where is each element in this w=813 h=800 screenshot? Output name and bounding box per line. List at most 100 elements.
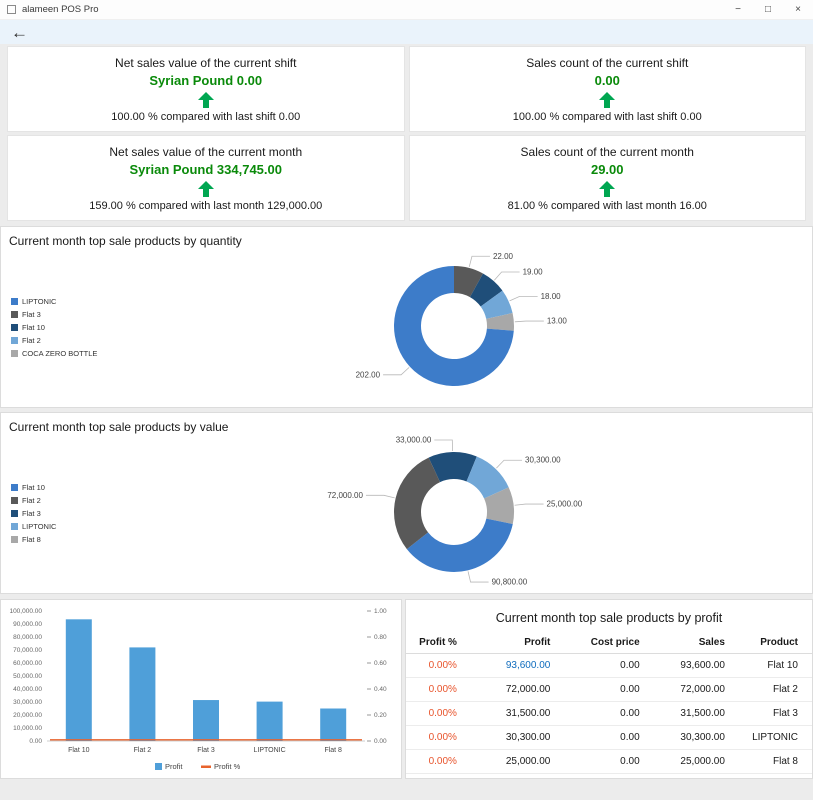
segment-label: 30,300.00 (525, 456, 561, 465)
donut-segment[interactable] (466, 456, 509, 499)
table-row[interactable]: 0.00% 25,000.00 0.00 25,000.00 Flat 8 (406, 749, 812, 774)
donut-segment[interactable] (469, 273, 503, 307)
legend-swatch-icon (201, 765, 211, 768)
legend-label: LIPTONIC (22, 296, 57, 306)
legend-item[interactable]: Flat 8 (11, 535, 169, 544)
table-cell: 25,000.00 (470, 749, 565, 774)
legend-swatch-icon (11, 349, 18, 357)
section-title-quantity: Current month top sale products by quant… (9, 234, 242, 248)
legend-item[interactable]: Flat 10 (11, 323, 169, 332)
legend-item[interactable]: Flat 10 (11, 483, 169, 492)
left-axis-tick-label: 100,000.00 (9, 608, 42, 615)
kpi-comparison: 159.00 % compared with last month 129,00… (89, 199, 323, 212)
segment-label: 202.00 (356, 370, 381, 379)
table-cell: 30,300.00 (653, 725, 739, 750)
legend-item[interactable]: LIPTONIC (11, 522, 169, 531)
legend-swatch-icon (11, 496, 18, 504)
app-icon (7, 5, 16, 14)
kpi-title: Net sales value of the current month (109, 145, 303, 159)
quantity-chart-legend: LIPTONIC Flat 3 Flat 10 Flat 2 COCA ZERO BOT… (1, 293, 169, 362)
quantity_donut-svg: 22.00 19.00 18.00 13.00 202.00 (356, 252, 567, 386)
quantity-donut-chart: 22.00 19.00 18.00 13.00 202.00 (169, 248, 812, 406)
column-header[interactable]: Sales (653, 632, 739, 654)
bar[interactable] (129, 647, 156, 741)
column-header[interactable]: Profit (470, 632, 565, 654)
segment-label: 72,000.00 (327, 491, 363, 500)
legend-label: Profit (165, 762, 183, 771)
table-header-row: Profit % Profit Cost price Sales Product (406, 632, 812, 654)
close-button[interactable]: × (795, 4, 801, 15)
legend-item[interactable]: Flat 3 (11, 509, 169, 518)
legend-item[interactable]: Flat 2 (11, 496, 169, 505)
table-row[interactable]: 0.00% 72,000.00 0.00 72,000.00 Flat 2 (406, 677, 812, 702)
kpi-title: Net sales value of the current shift (115, 56, 297, 70)
category-label: Flat 10 (68, 747, 90, 754)
segment-label: 25,000.00 (547, 500, 583, 509)
legend-label: Flat 2 (22, 495, 41, 505)
table-cell: Flat 10 (738, 653, 812, 678)
left-axis-tick-label: 40,000.00 (13, 686, 42, 693)
bar[interactable] (65, 619, 92, 741)
segment-label: 33,000.00 (396, 436, 432, 445)
column-header[interactable]: Cost price (564, 632, 654, 654)
donut-segment[interactable] (406, 518, 513, 572)
navigation-bar: ← (0, 20, 813, 44)
category-label: Flat 3 (197, 747, 215, 754)
legend-item[interactable]: COCA ZERO BOTTLE (11, 349, 169, 358)
table-cell: 0.00% (406, 749, 471, 774)
bar[interactable] (320, 708, 347, 742)
legend-swatch-icon (11, 323, 18, 331)
maximize-button[interactable]: □ (764, 4, 772, 15)
table-cell: 31,500.00 (653, 701, 739, 726)
table-row[interactable]: 0.00% 93,600.00 0.00 93,600.00 Flat 10 (406, 653, 812, 678)
legend-item[interactable]: Flat 2 (11, 336, 169, 345)
kpi-card-net-sales-shift: Net sales value of the current shift Syr… (7, 46, 405, 132)
donut-segment[interactable] (454, 266, 484, 298)
bar[interactable] (256, 701, 283, 741)
up-arrow-icon (197, 180, 214, 197)
donut-segment[interactable] (428, 452, 477, 483)
app-window: alameen POS Pro − □ × ← Net sales value … (0, 0, 813, 779)
legend-label: Flat 3 (22, 309, 41, 319)
table-cell: 0.00 (564, 677, 654, 702)
table-cell: 0.00% (406, 701, 471, 726)
label-leader-line (494, 271, 520, 281)
donut-segment[interactable] (480, 290, 513, 319)
table-cell: 0.00 (564, 653, 654, 678)
donut-segment[interactable] (484, 487, 514, 525)
table-row[interactable]: 0.00% 31,500.00 0.00 31,500.00 Flat 3 (406, 701, 812, 726)
table-cell: 72,000.00 (653, 677, 739, 702)
table-cell: 0.00 (564, 725, 654, 750)
legend-swatch-icon (11, 483, 18, 491)
column-header[interactable]: Profit % (406, 632, 471, 654)
category-label: LIPTONIC (254, 747, 286, 754)
kpi-card-net-sales-month: Net sales value of the current month Syr… (7, 135, 405, 221)
legend-item[interactable]: Flat 3 (11, 310, 169, 319)
kpi-comparison: 100.00 % compared with last shift 0.00 (111, 110, 301, 123)
table-cell: LIPTONIC (738, 725, 812, 750)
back-button[interactable]: ← (11, 22, 28, 42)
donut-segment[interactable] (394, 266, 514, 386)
donut-segment[interactable] (394, 457, 441, 550)
table-row[interactable]: 0.00% 30,300.00 0.00 30,300.00 LIPTONIC (406, 725, 812, 750)
column-header[interactable]: Product (738, 632, 812, 654)
titlebar: alameen POS Pro − □ × (0, 0, 813, 20)
kpi-comparison: 100.00 % compared with last shift 0.00 (512, 110, 702, 123)
profit-bar-panel: 0.00 10,000.00 20,000.00 30,000.00 40,000.00… (0, 599, 402, 779)
minimize-button[interactable]: − (735, 4, 741, 15)
bar[interactable] (193, 700, 219, 741)
right-axis-tick-label: 1.00 (374, 608, 387, 615)
left-axis-tick-label: 90,000.00 (13, 621, 42, 628)
legend-item[interactable]: LIPTONIC (11, 297, 169, 306)
value-chart-row: Flat 10 Flat 2 Flat 3 LIPTONIC Flat 8 33,000… (1, 434, 812, 592)
legend-label: Flat 8 (22, 534, 41, 544)
category-label: Flat 2 (134, 747, 152, 754)
left-axis-tick-label: 0.00 (29, 738, 42, 745)
right-axis-tick-label: 0.40 (374, 686, 387, 693)
value-chart-legend: Flat 10 Flat 2 Flat 3 LIPTONIC Flat 8 (1, 479, 169, 548)
label-leader-line (509, 295, 538, 302)
donut-segment[interactable] (486, 313, 514, 331)
table-cell: 31,500.00 (470, 701, 565, 726)
table-title: Current month top sale products by profi… (495, 611, 723, 625)
left-axis-tick-label: 70,000.00 (13, 647, 42, 654)
